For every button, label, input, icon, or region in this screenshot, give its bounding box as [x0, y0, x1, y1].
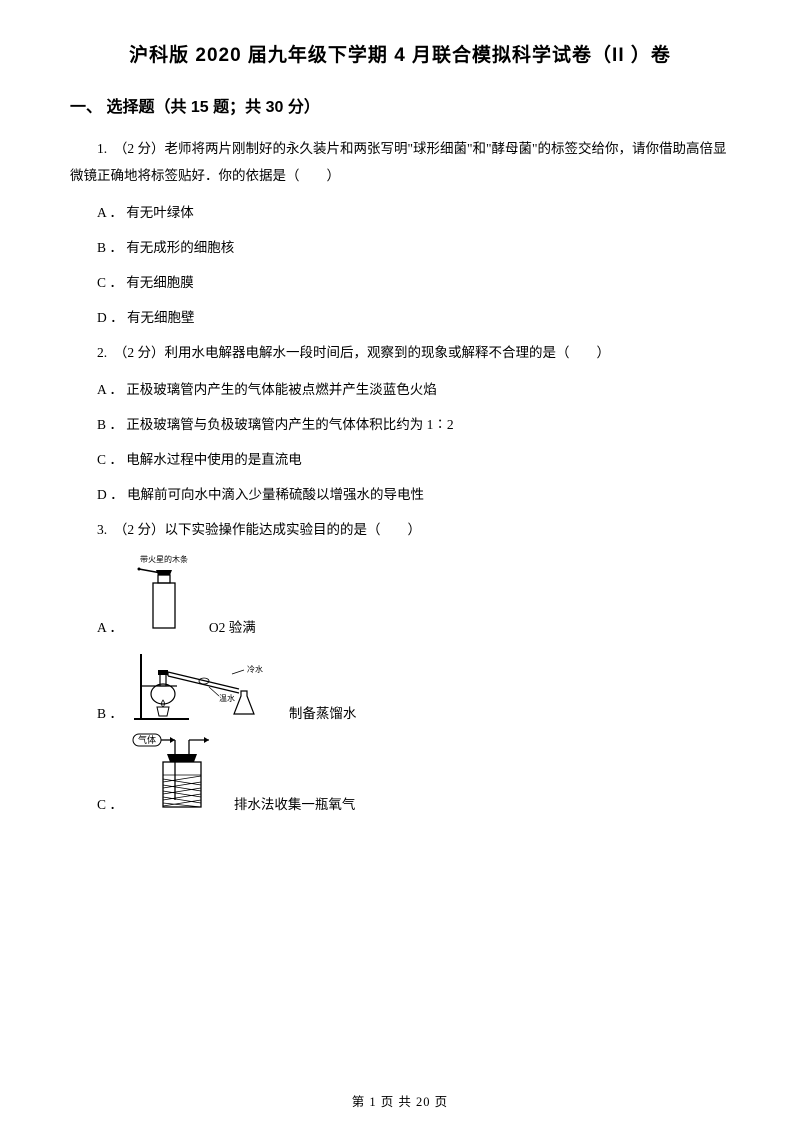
q3-figure-a: 带火星的木条	[129, 553, 199, 638]
q3-fig-b-cold: 冷水	[247, 664, 263, 674]
q1-option-a: A ． 有无叶绿体	[70, 199, 730, 226]
q3-option-c-letter: C ．	[97, 793, 123, 815]
q2-option-a: A ． 正极玻璃管内产生的气体能被点燃并产生淡蓝色火焰	[70, 376, 730, 403]
q3-fig-c-gas: 气体	[138, 734, 156, 745]
q2-option-b: B ． 正极玻璃管与负极玻璃管内产生的气体体积比约为 1∶2	[70, 411, 730, 438]
exam-title: 沪科版 2020 届九年级下学期 4 月联合模拟科学试卷（II ）卷	[70, 40, 730, 67]
q1-option-b: B ． 有无成形的细胞核	[70, 234, 730, 261]
q3-option-b-text: 制备蒸馏水	[289, 702, 357, 724]
q3-option-b-row: B ． 冷水 温水	[70, 644, 730, 724]
section-1-heading: 一、 选择题（共 15 题；共 30 分）	[70, 93, 730, 117]
q2-option-d: D ． 电解前可向水中滴入少量稀硫酸以增强水的导电性	[70, 481, 730, 508]
q3-option-a-letter: A ．	[97, 616, 123, 638]
q3-figure-b: 冷水 温水	[129, 644, 279, 724]
q3-option-a-row: A ． 带火星的木条 O2 验满	[70, 553, 730, 638]
q3-option-a-text: O2 验满	[209, 616, 256, 638]
page: 沪科版 2020 届九年级下学期 4 月联合模拟科学试卷（II ）卷 一、 选择…	[0, 0, 800, 1132]
q2-stem: 2. （2 分）利用水电解器电解水一段时间后，观察到的现象或解释不合理的是（ ）	[70, 339, 730, 366]
q2-option-c: C ． 电解水过程中使用的是直流电	[70, 446, 730, 473]
q3-option-c-row: C ． 气体	[70, 730, 730, 815]
q1-option-d: D ． 有无细胞壁	[70, 304, 730, 331]
q1-stem: 1. （2 分）老师将两片刚制好的永久装片和两张写明"球形细菌"和"酵母菌"的标…	[70, 135, 730, 189]
q3-stem: 3. （2 分）以下实验操作能达成实验目的的是（ ）	[70, 516, 730, 543]
q3-figure-c: 气体	[129, 730, 224, 815]
q3-option-b-letter: B ．	[97, 702, 123, 724]
q3-option-c-text: 排水法收集一瓶氧气	[234, 793, 356, 815]
q3-fig-b-warm: 温水	[219, 693, 235, 703]
page-footer: 第 1 页 共 20 页	[0, 1091, 800, 1110]
q3-fig-a-caption: 带火星的木条	[140, 554, 188, 564]
q1-option-c: C ． 有无细胞膜	[70, 269, 730, 296]
